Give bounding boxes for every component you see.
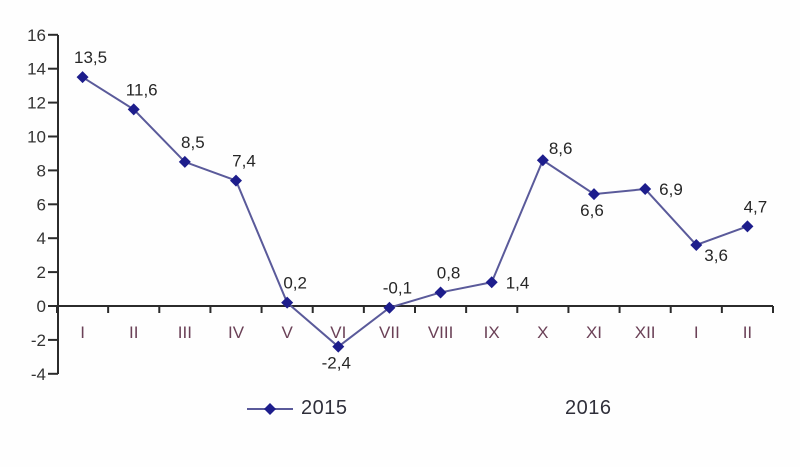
data-point-marker bbox=[332, 340, 345, 353]
data-point-marker bbox=[281, 296, 294, 309]
y-tick-label: 10 bbox=[27, 128, 46, 147]
x-tick-label: VII bbox=[379, 323, 400, 342]
data-point-label: 6,6 bbox=[580, 201, 604, 220]
data-point-marker bbox=[383, 301, 396, 314]
data-point-label: 0,8 bbox=[437, 263, 461, 282]
line-diamond-icon bbox=[247, 402, 293, 415]
data-point-marker bbox=[588, 188, 600, 201]
data-point-marker bbox=[639, 183, 652, 196]
legend-entry-2016: 2016 bbox=[565, 397, 612, 420]
x-tick-label: X bbox=[537, 323, 548, 342]
x-tick-label: I bbox=[80, 323, 85, 342]
data-point-marker bbox=[127, 103, 140, 116]
y-tick-label: -4 bbox=[31, 365, 46, 384]
data-point-marker bbox=[178, 155, 191, 168]
data-point-label: 11,6 bbox=[126, 80, 158, 99]
data-point-marker bbox=[485, 276, 498, 289]
data-point-label: 13,5 bbox=[74, 48, 107, 67]
data-point-marker bbox=[741, 220, 754, 233]
data-point-marker bbox=[690, 238, 703, 251]
data-point-label: -0,1 bbox=[383, 279, 412, 298]
y-tick-label: 2 bbox=[37, 263, 46, 282]
data-point-label: 1,4 bbox=[506, 273, 530, 292]
data-point-label: 8,5 bbox=[181, 133, 205, 152]
legend-label-2015: 2015 bbox=[301, 397, 348, 419]
x-tick-label: IX bbox=[484, 323, 500, 342]
data-point-label: 6,9 bbox=[659, 180, 683, 199]
x-tick-label: VI bbox=[330, 323, 346, 342]
x-tick-label: II bbox=[129, 323, 138, 342]
data-point-marker bbox=[536, 154, 549, 167]
legend-entry-2015: 2015 bbox=[246, 397, 348, 420]
x-tick-label: VIII bbox=[428, 323, 454, 342]
x-tick-label: II bbox=[743, 323, 752, 342]
data-point-label: 0,2 bbox=[283, 274, 307, 293]
x-tick-label: V bbox=[281, 323, 293, 342]
data-point-label: 4,7 bbox=[744, 197, 768, 216]
y-tick-label: 14 bbox=[27, 60, 46, 79]
data-point-marker bbox=[76, 71, 89, 84]
legend-label-2016: 2016 bbox=[565, 397, 612, 419]
y-tick-label: 6 bbox=[37, 195, 46, 214]
y-tick-label: 0 bbox=[37, 297, 46, 316]
x-tick-label: XII bbox=[635, 323, 656, 342]
y-tick-label: 4 bbox=[37, 229, 46, 248]
series-line-2015 bbox=[82, 76, 748, 348]
y-tick-label: 16 bbox=[27, 26, 46, 45]
data-point-marker bbox=[434, 286, 447, 299]
y-tick-label: -2 bbox=[31, 331, 46, 350]
x-tick-label: IV bbox=[228, 323, 245, 342]
data-point-label: 3,6 bbox=[704, 246, 728, 265]
data-point-marker bbox=[230, 174, 242, 187]
y-tick-label: 12 bbox=[27, 94, 46, 113]
x-tick-label: III bbox=[178, 323, 192, 342]
x-tick-label: XI bbox=[586, 323, 602, 342]
data-point-label: -2,4 bbox=[322, 354, 351, 373]
x-tick-label: I bbox=[694, 323, 699, 342]
y-tick-label: 8 bbox=[37, 161, 46, 180]
data-point-label: 8,6 bbox=[549, 139, 573, 158]
data-point-label: 7,4 bbox=[232, 152, 256, 171]
